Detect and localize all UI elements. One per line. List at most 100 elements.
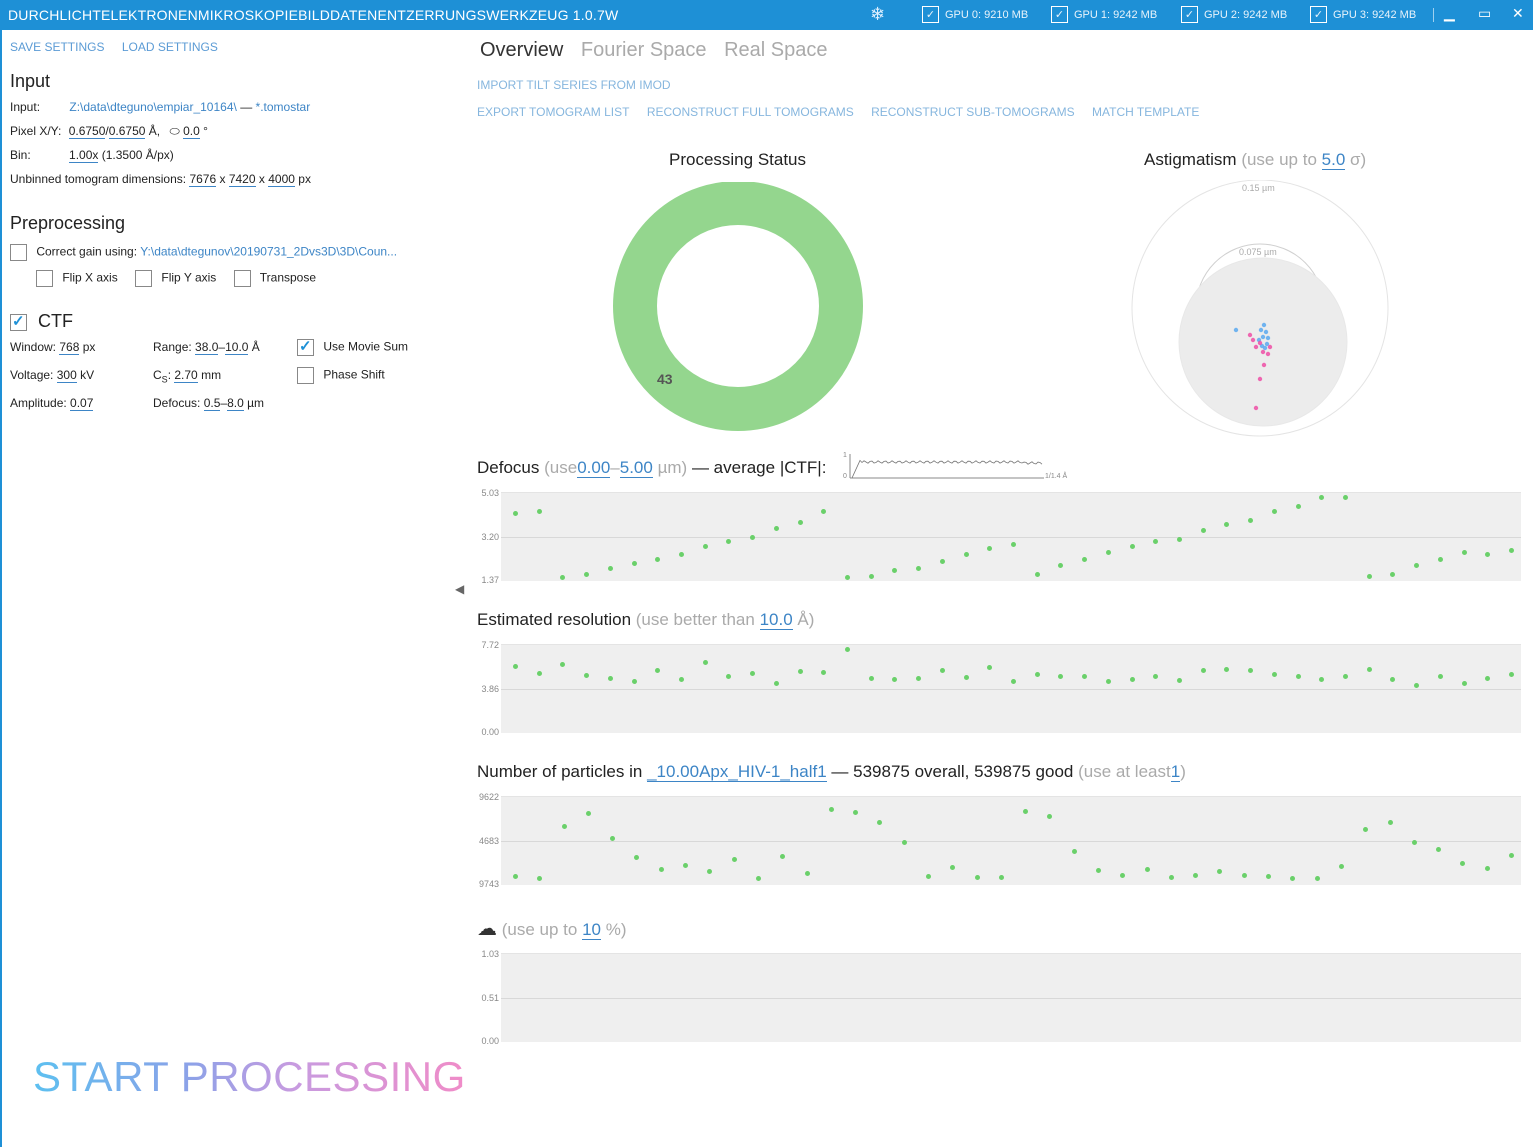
particles-point[interactable] xyxy=(1266,874,1271,879)
resolution-point[interactable] xyxy=(655,668,660,673)
defocus-point[interactable] xyxy=(1319,495,1324,500)
resolution-point[interactable] xyxy=(560,662,565,667)
defocus-point[interactable] xyxy=(1343,495,1348,500)
resolution-point[interactable] xyxy=(774,681,779,686)
resolution-point[interactable] xyxy=(987,665,992,670)
particles-point[interactable] xyxy=(1047,814,1052,819)
resolution-point[interactable] xyxy=(1035,672,1040,677)
particles-point[interactable] xyxy=(707,869,712,874)
transpose-checkbox[interactable] xyxy=(233,270,251,287)
resolution-point[interactable] xyxy=(1414,683,1419,688)
resolution-point[interactable] xyxy=(1296,674,1301,679)
pixel-x-field[interactable]: 0.6750 xyxy=(68,124,106,139)
resolution-limit-field[interactable]: 10.0 xyxy=(759,610,793,630)
particles-point[interactable] xyxy=(683,863,688,868)
particles-point[interactable] xyxy=(1096,868,1101,873)
poop-plot[interactable] xyxy=(501,953,1521,1042)
gain-path-link[interactable]: Y:\data\dtegunov\20190731_2Dvs3D\3D\Coun… xyxy=(140,244,398,259)
poop-limit-field[interactable]: 10 xyxy=(582,920,601,940)
flip-x-checkbox[interactable] xyxy=(36,270,53,287)
defocus-point[interactable] xyxy=(703,544,708,549)
resolution-point[interactable] xyxy=(1272,672,1277,677)
defocus-point[interactable] xyxy=(608,566,613,571)
defocus-point[interactable] xyxy=(632,561,637,566)
astig-sigma-field[interactable]: 5.0 xyxy=(1321,150,1346,170)
checkbox-icon[interactable]: ✓ xyxy=(1181,6,1198,23)
particles-point[interactable] xyxy=(1315,876,1320,881)
defocus-point[interactable] xyxy=(584,572,589,577)
resolution-point[interactable] xyxy=(1390,677,1395,682)
defocus-point[interactable] xyxy=(1485,552,1490,557)
particles-point[interactable] xyxy=(780,854,785,859)
start-processing-button[interactable]: START PROCESSING xyxy=(33,1053,466,1100)
gpu-3-toggle[interactable]: ✓ GPU 3: 9242 MB xyxy=(1310,6,1416,23)
particles-point[interactable] xyxy=(537,876,542,881)
dim-z-field[interactable]: 4000 xyxy=(268,172,295,187)
resolution-point[interactable] xyxy=(1224,667,1229,672)
defocus-point[interactable] xyxy=(892,568,897,573)
defocus-point[interactable] xyxy=(1224,522,1229,527)
defocus-point[interactable] xyxy=(1272,509,1277,514)
defocus-hi-limit[interactable]: 5.00 xyxy=(619,458,653,478)
resolution-point[interactable] xyxy=(679,677,684,682)
resolution-point[interactable] xyxy=(1343,674,1348,679)
particles-point[interactable] xyxy=(950,865,955,870)
tab-fourier-space[interactable]: Fourier Space xyxy=(580,39,707,61)
resolution-point[interactable] xyxy=(608,676,613,681)
resolution-point[interactable] xyxy=(1201,668,1206,673)
particles-point[interactable] xyxy=(1120,873,1125,878)
checkbox-icon[interactable]: ✓ xyxy=(1310,6,1327,23)
particles-point[interactable] xyxy=(1339,864,1344,869)
reconstruct-full-button[interactable]: RECONSTRUCT FULL TOMOGRAMS xyxy=(646,105,854,119)
resolution-point[interactable] xyxy=(632,679,637,684)
minimize-icon[interactable]: ▁ xyxy=(1444,5,1455,21)
input-ext-link[interactable]: *.tomostar xyxy=(255,100,311,114)
collapse-panel-icon[interactable]: ◀ xyxy=(455,582,465,596)
resolution-point[interactable] xyxy=(798,669,803,674)
tab-overview[interactable]: Overview xyxy=(480,39,564,61)
particles-point[interactable] xyxy=(1023,809,1028,814)
defocus-point[interactable] xyxy=(679,552,684,557)
use-movie-sum-checkbox[interactable] xyxy=(297,337,314,356)
defocus-point[interactable] xyxy=(1248,518,1253,523)
particles-point[interactable] xyxy=(1363,827,1368,832)
particles-point[interactable] xyxy=(610,836,615,841)
cs-field[interactable]: 2.70 xyxy=(174,368,198,383)
particles-point[interactable] xyxy=(1217,869,1222,874)
particles-point[interactable] xyxy=(1460,861,1465,866)
particles-point[interactable] xyxy=(853,810,858,815)
defocus-point[interactable] xyxy=(964,552,969,557)
resolution-plot[interactable] xyxy=(501,644,1521,733)
resolution-point[interactable] xyxy=(1058,674,1063,679)
checkbox-icon[interactable]: ✓ xyxy=(922,6,939,23)
resolution-point[interactable] xyxy=(1082,674,1087,679)
particles-point[interactable] xyxy=(902,840,907,845)
export-tomogram-list-button[interactable]: EXPORT TOMOGRAM LIST xyxy=(477,105,630,119)
input-path-link[interactable]: Z:\data\dteguno\empiar_10164\ xyxy=(69,100,237,114)
defocus-point[interactable] xyxy=(1414,563,1419,568)
particles-point[interactable] xyxy=(1509,853,1514,858)
dim-y-field[interactable]: 7420 xyxy=(228,172,256,187)
particles-point[interactable] xyxy=(1242,873,1247,878)
settings-gear-icon[interactable]: ❄ xyxy=(870,4,886,24)
phase-shift-checkbox[interactable] xyxy=(297,367,314,384)
particles-point[interactable] xyxy=(926,874,931,879)
resolution-point[interactable] xyxy=(869,676,874,681)
match-template-button[interactable]: MATCH TEMPLATE xyxy=(1092,105,1200,119)
tab-real-space[interactable]: Real Space xyxy=(724,39,828,61)
ctf-checkbox[interactable] xyxy=(10,312,27,331)
import-imod-button[interactable]: IMPORT TILT SERIES FROM IMOD xyxy=(477,78,671,92)
resolution-point[interactable] xyxy=(940,668,945,673)
resolution-point[interactable] xyxy=(1106,679,1111,684)
particles-min-field[interactable]: 1 xyxy=(1170,762,1181,782)
resolution-point[interactable] xyxy=(1319,677,1324,682)
pixel-angle-field[interactable]: 0.0 xyxy=(183,124,200,139)
defocus-point[interactable] xyxy=(845,575,850,580)
particles-point[interactable] xyxy=(975,875,980,880)
defocus-point[interactable] xyxy=(726,539,731,544)
particles-point[interactable] xyxy=(1388,820,1393,825)
particles-point[interactable] xyxy=(659,867,664,872)
resolution-point[interactable] xyxy=(964,675,969,680)
resolution-point[interactable] xyxy=(916,676,921,681)
range-hi-field[interactable]: 10.0 xyxy=(225,340,249,355)
